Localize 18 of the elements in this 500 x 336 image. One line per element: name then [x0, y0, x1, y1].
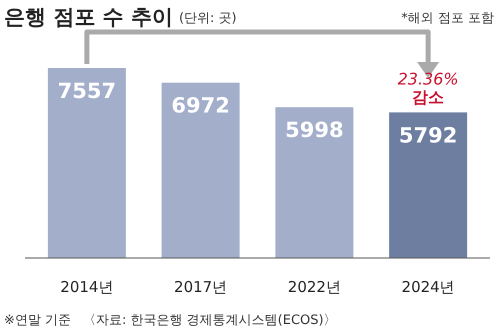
x-tick-label: 2014년: [60, 278, 114, 296]
bar: [48, 68, 126, 258]
data-label: 5792: [398, 123, 458, 148]
data-label: 5998: [285, 118, 344, 142]
bar: [275, 107, 354, 258]
chart-subtitle: (단위: 곳): [178, 11, 237, 26]
bar: [162, 82, 240, 258]
chart-title: 은행 점포 수 추이: [4, 5, 173, 29]
x-tick-label: 2017년: [174, 278, 228, 296]
x-tick-label: 2024년: [402, 278, 455, 296]
text: 〈자료: 한국은행 경제통계시스템(ECOS)〉: [83, 313, 337, 328]
data-label: 7557: [58, 79, 116, 103]
x-tick-label: 2022년: [288, 278, 341, 296]
bar: [389, 112, 468, 258]
text: *해외 점포 포함: [401, 11, 494, 26]
annotation: 23.36% 감소: [398, 69, 459, 106]
text: ※연말 기준: [4, 313, 72, 328]
data-label: 6972: [171, 94, 230, 118]
